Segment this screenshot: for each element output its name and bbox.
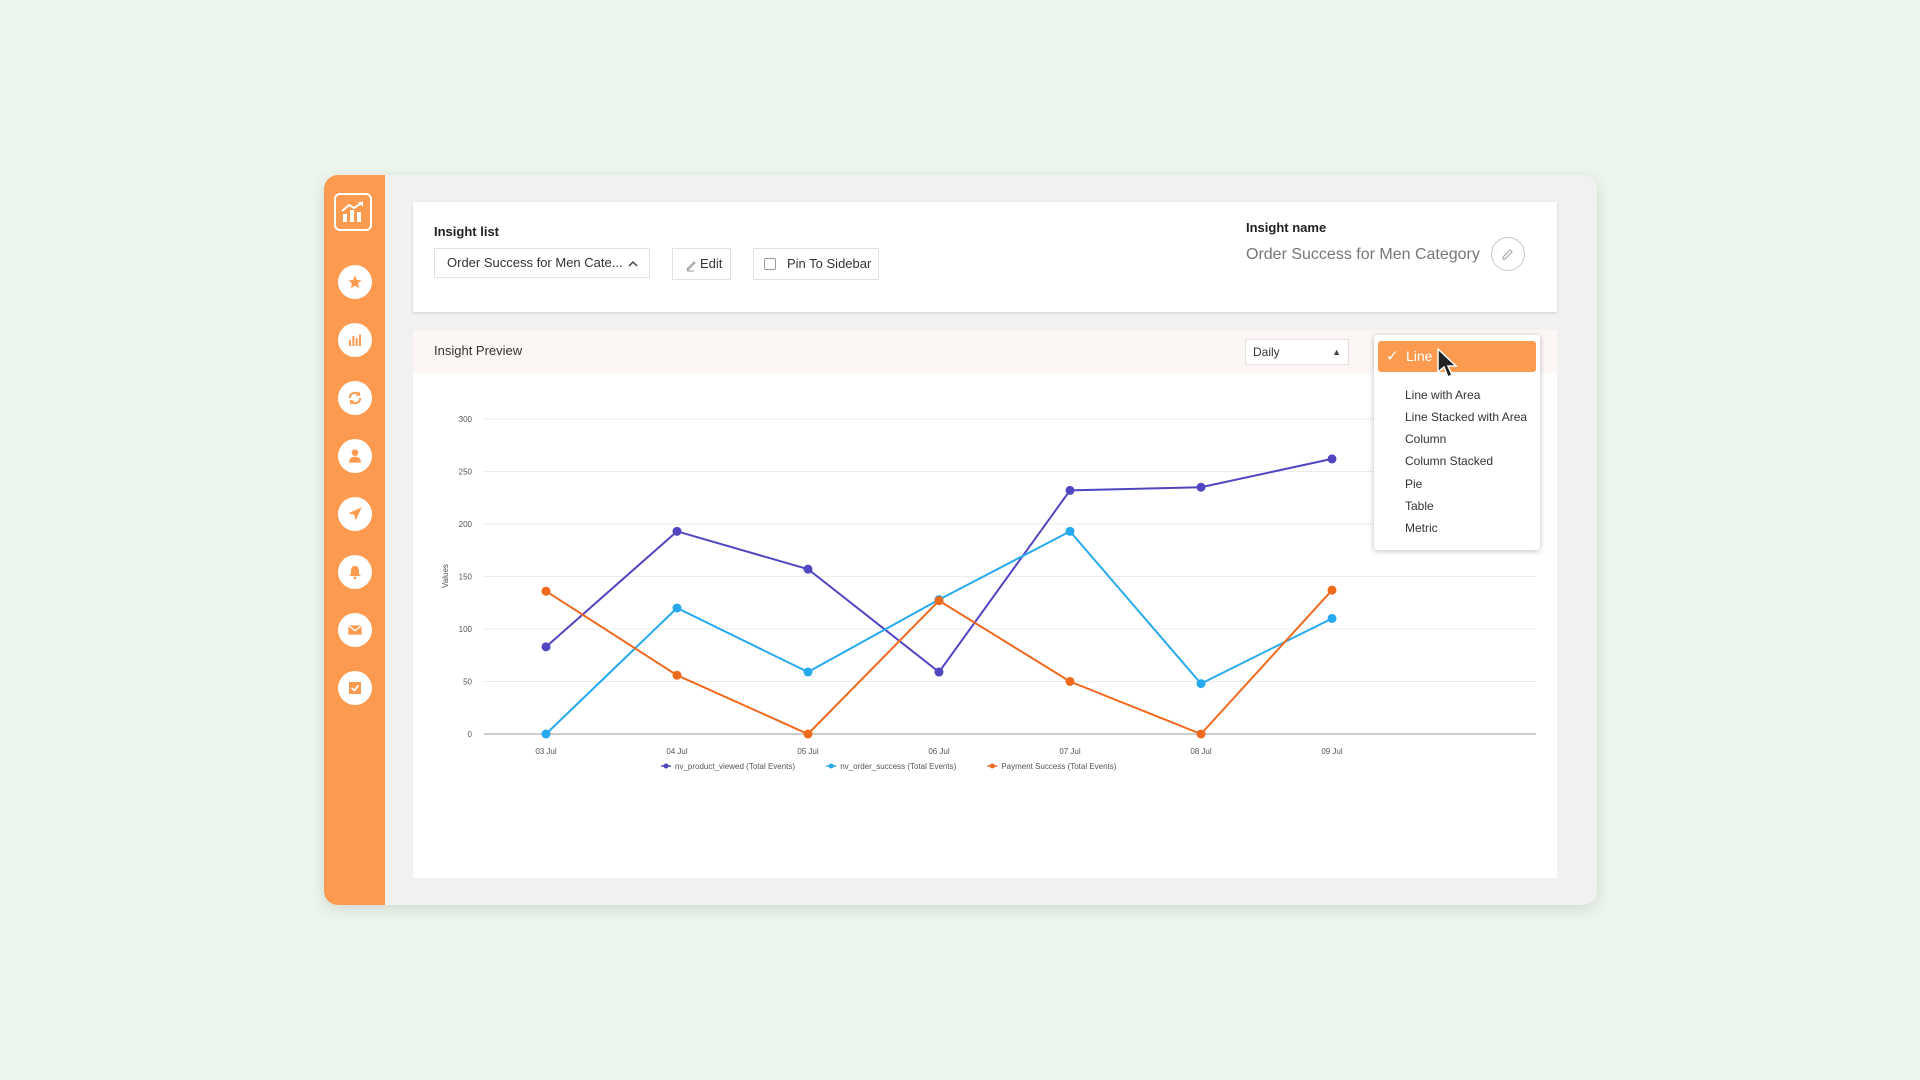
x-tick-label: 07 Jul <box>1059 747 1081 756</box>
y-tick-label: 150 <box>459 573 473 582</box>
insight-list-label: Insight list <box>434 224 499 239</box>
pencil-icon <box>1502 249 1513 260</box>
insight-preview-panel: Insight Preview Daily ▲ 0 50 100 150 200 250 3… <box>413 330 1557 878</box>
insight-name-value: Order Success for Men Category <box>1246 246 1480 263</box>
y-tick-label: 200 <box>459 520 473 529</box>
x-tick-label: 04 Jul <box>666 747 688 756</box>
data-point <box>1196 482 1206 492</box>
series-line <box>545 457 1333 674</box>
chart-type-option[interactable]: Column Stacked <box>1405 454 1494 468</box>
y-tick-label: 50 <box>463 678 472 687</box>
insight-settings-panel: Insight list Order Success for Men Cate.… <box>413 202 1557 312</box>
insight-list-select[interactable]: Order Success for Men Cate... <box>434 248 650 278</box>
legend-marker <box>663 763 669 769</box>
legend-marker <box>989 763 995 769</box>
data-point <box>1196 679 1206 689</box>
pin-to-sidebar-label: Pin To Sidebar <box>787 256 872 271</box>
data-point <box>541 729 551 739</box>
chart-type-option[interactable]: Metric <box>1405 521 1438 535</box>
checkbox-icon[interactable] <box>338 671 372 705</box>
data-point <box>541 642 551 652</box>
y-tick-label: 0 <box>468 730 473 739</box>
edit-button-label: Edit <box>700 256 723 271</box>
data-point <box>1065 677 1075 686</box>
edit-button[interactable]: Edit <box>672 248 731 280</box>
y-tick-label: 100 <box>459 625 473 634</box>
chart-type-option[interactable]: Line Stacked with Area <box>1405 410 1528 424</box>
chart-type-dropdown: ✓ Line Line with Area Line Stacked with … <box>1374 335 1540 550</box>
edit-name-button[interactable] <box>1491 237 1525 271</box>
preview-header: Insight Preview Daily ▲ <box>413 330 1557 373</box>
preview-title: Insight Preview <box>434 343 523 358</box>
chart-type-selected-label: Line <box>1406 348 1433 364</box>
series-line <box>545 530 1333 735</box>
send-icon[interactable] <box>338 497 372 531</box>
legend-label: nv_product_viewed (Total Events) <box>675 762 795 771</box>
bar-chart-icon[interactable] <box>338 323 372 357</box>
data-point <box>672 603 682 613</box>
legend-label: Payment Success (Total Events) <box>1001 762 1116 771</box>
legend-label: nv_order_success (Total Events) <box>840 762 956 771</box>
period-select[interactable]: Daily ▲ <box>1245 339 1349 365</box>
mail-icon[interactable] <box>338 613 372 647</box>
data-point <box>672 670 682 680</box>
x-tick-label: 06 Jul <box>928 747 950 756</box>
x-tick-label: 05 Jul <box>797 747 819 756</box>
data-point <box>803 564 813 574</box>
insight-list-value: Order Success for Men Cate... <box>447 255 623 270</box>
data-point <box>541 586 551 596</box>
legend-marker <box>828 763 834 769</box>
x-tick-label: 03 Jul <box>535 747 557 756</box>
data-point <box>672 526 682 536</box>
chevron-up-icon <box>627 249 639 287</box>
sort-arrows-icon: ▲ <box>1332 347 1341 357</box>
pin-to-sidebar-toggle[interactable]: Pin To Sidebar <box>753 248 879 280</box>
insight-name-label: Insight name <box>1246 220 1327 235</box>
data-point <box>803 667 813 677</box>
analytics-logo-icon[interactable] <box>334 193 372 231</box>
data-point <box>1065 485 1075 495</box>
sidebar <box>324 175 385 905</box>
series-line <box>545 589 1333 736</box>
data-point <box>1327 454 1337 464</box>
y-tick-label: 250 <box>459 468 473 477</box>
pencil-icon <box>685 249 697 290</box>
x-tick-label: 08 Jul <box>1190 747 1212 756</box>
data-point <box>803 729 813 739</box>
y-axis-label: Values <box>441 564 450 588</box>
chart-type-option[interactable]: Column <box>1405 432 1447 446</box>
period-select-value: Daily <box>1253 345 1280 359</box>
user-icon[interactable] <box>338 439 372 473</box>
data-point <box>1327 585 1337 595</box>
data-point <box>1327 614 1337 623</box>
chart-type-option[interactable]: Pie <box>1405 477 1423 491</box>
chart-type-option[interactable]: Line with Area <box>1405 388 1481 402</box>
data-point <box>1196 729 1206 739</box>
pin-checkbox[interactable] <box>764 258 776 270</box>
chart-type-option[interactable]: Table <box>1405 499 1434 513</box>
data-point <box>934 667 944 677</box>
x-tick-label: 09 Jul <box>1321 747 1343 756</box>
sync-icon[interactable] <box>338 381 372 415</box>
star-icon[interactable] <box>338 265 372 299</box>
data-point <box>934 596 944 606</box>
y-tick-label: 300 <box>459 415 473 424</box>
bell-icon[interactable] <box>338 555 372 589</box>
chart-type-option-selected[interactable]: ✓ Line <box>1378 341 1536 372</box>
line-chart: 0 50 100 150 200 250 300 Values 03 Jul 04 Jul 05 J… <box>441 415 1536 771</box>
checkmark-icon: ✓ <box>1386 348 1399 365</box>
data-point <box>1065 526 1075 536</box>
mouse-cursor-icon <box>1437 348 1458 379</box>
